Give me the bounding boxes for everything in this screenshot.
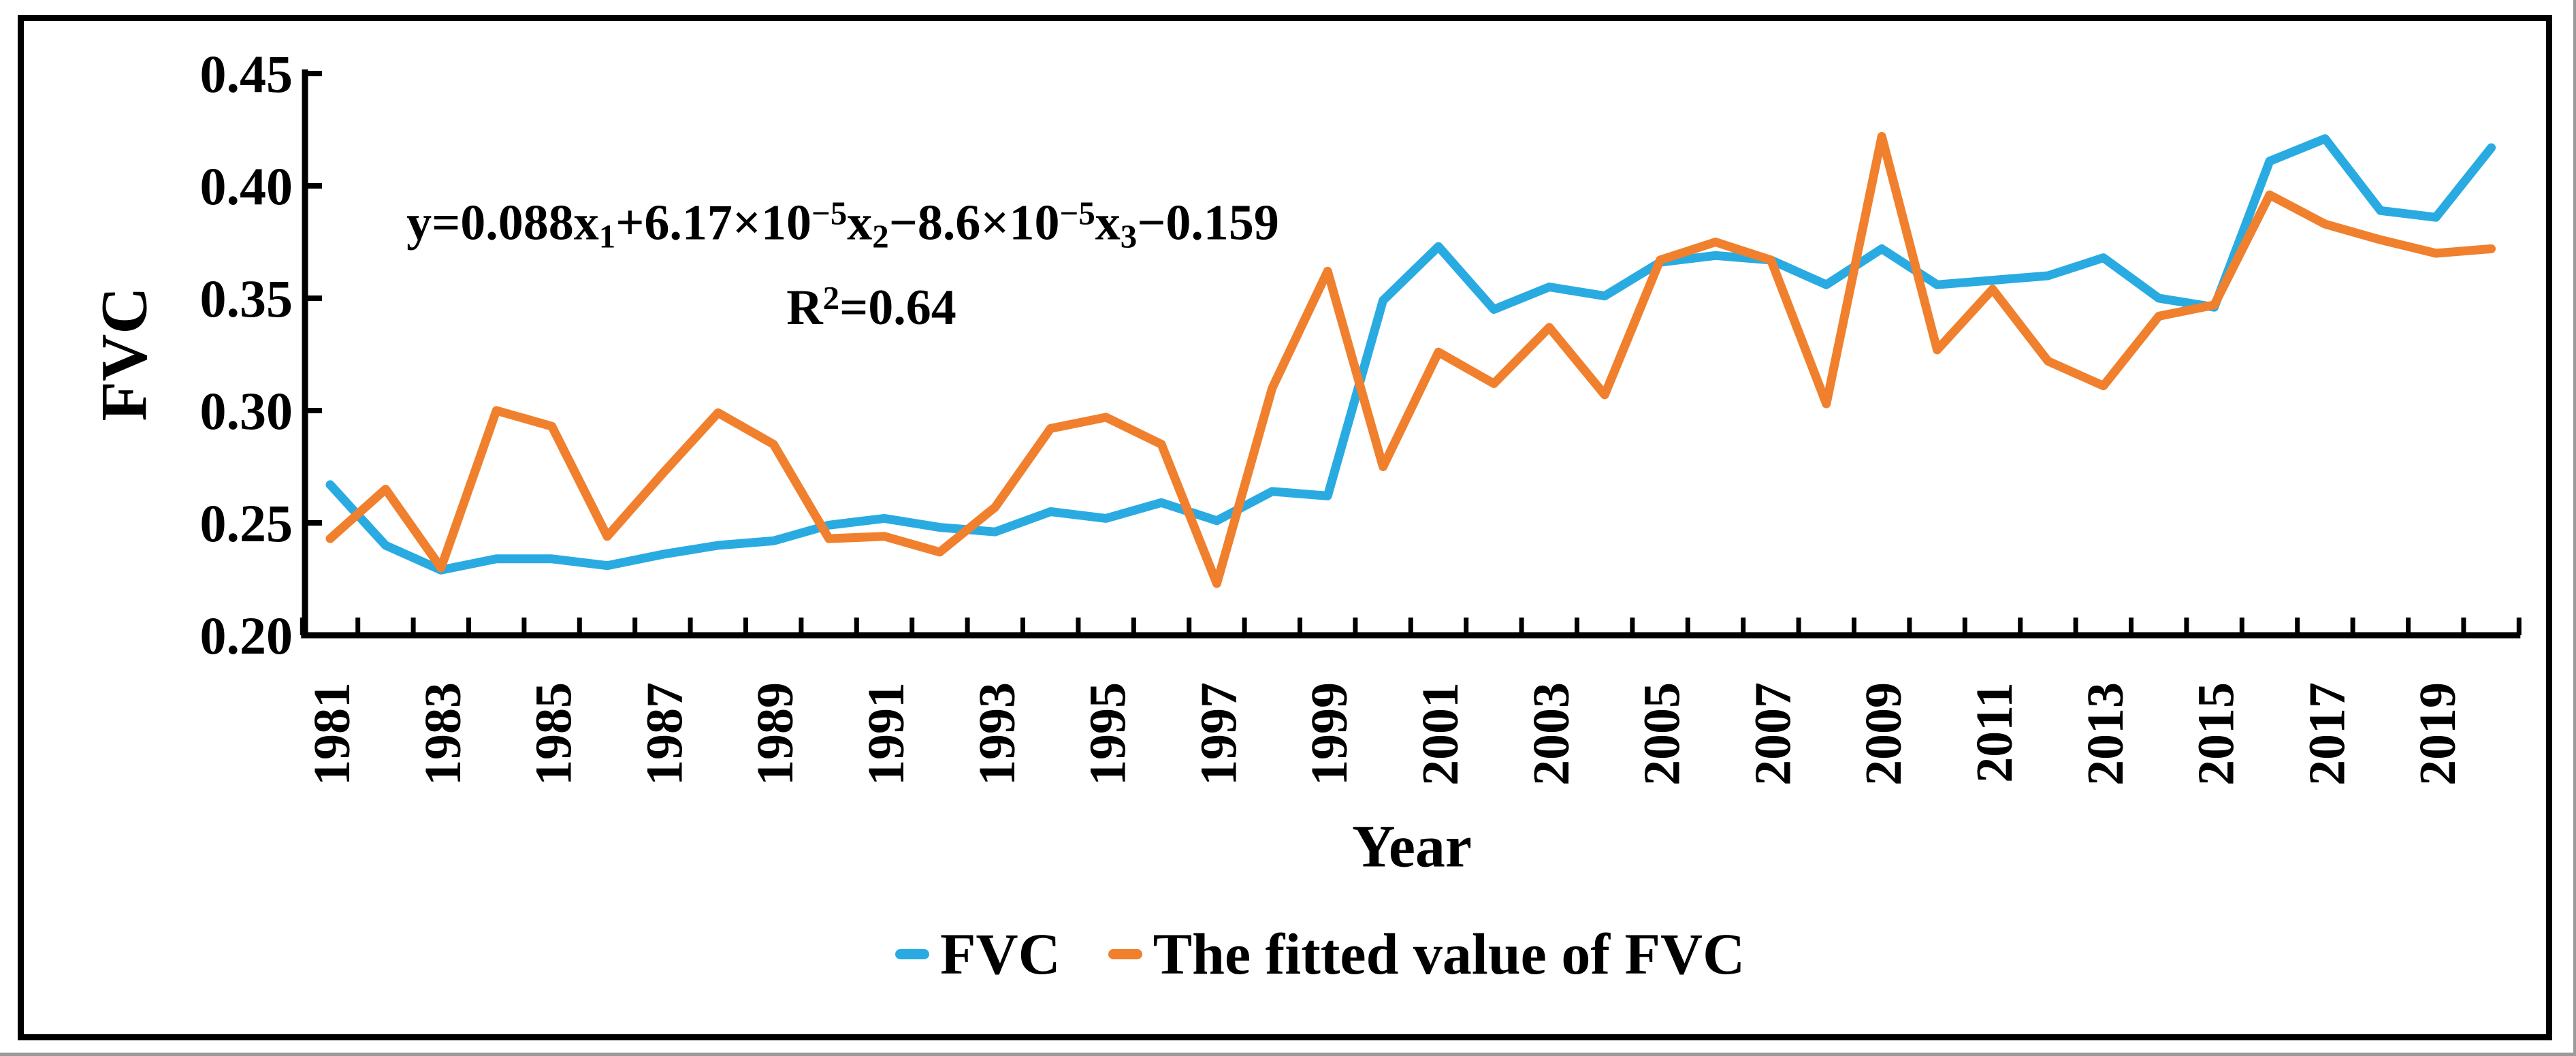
y-tick-label: 0.20: [200, 606, 293, 665]
equation-token: 3: [1120, 217, 1138, 255]
x-tick-label: 1985: [526, 682, 583, 786]
x-tick-label: 2011: [1966, 682, 2023, 783]
equation-token: R: [786, 279, 823, 336]
figure-edge-shadow-right: [2573, 0, 2576, 1056]
x-tick-label: 2015: [2188, 682, 2245, 786]
equation-token: +6.17×10: [615, 195, 812, 251]
fitted-line-swatch: [1108, 948, 1142, 959]
x-tick-label: 2005: [1634, 682, 1691, 786]
x-tick-label: 1995: [1080, 682, 1137, 786]
equation-token: 2: [872, 217, 889, 255]
x-axis-title: Year: [1352, 814, 1472, 880]
x-tick-label: 1987: [636, 682, 693, 786]
equation-token: −5: [811, 194, 848, 232]
x-tick-label: 1997: [1190, 682, 1247, 786]
equation-token: =0.64: [839, 279, 956, 336]
x-tick-label: 2017: [2298, 682, 2355, 786]
y-tick-label: 0.45: [200, 44, 293, 103]
r-squared-annotation: R2=0.64: [786, 278, 956, 337]
y-tick-label: 0.40: [200, 157, 293, 216]
equation-token: 1: [598, 217, 616, 255]
y-tick-label: 0.30: [200, 381, 293, 441]
x-tick-label: 2001: [1412, 682, 1469, 786]
x-tick-label: 2019: [2409, 682, 2466, 786]
equation-token: x: [1095, 195, 1121, 251]
x-tick-labels: 1981 1983 1985 1987 1989 1991 1993 1995 1997 1999…: [304, 682, 2466, 786]
y-axis-ticks: [305, 71, 322, 638]
equation-token: 2: [822, 279, 840, 317]
x-tick-label: 2007: [1744, 682, 1801, 786]
y-tick-label: 0.25: [200, 494, 293, 553]
fvc-line: [325, 134, 2496, 575]
figure-edge-shadow-bottom: [0, 1053, 2576, 1056]
y-axis-title: FVC: [87, 287, 161, 421]
x-tick-label: 2009: [1855, 682, 1912, 786]
x-axis-ticks: [300, 618, 2522, 635]
x-tick-label: 2003: [1523, 682, 1580, 786]
y-tick-label: 0.35: [200, 269, 293, 328]
x-tick-label: 1993: [969, 682, 1026, 786]
equation-token: x: [847, 195, 873, 251]
legend-label-fvc: FVC: [940, 921, 1061, 987]
equation-token: −5: [1059, 194, 1095, 232]
fvc-line-swatch: [895, 948, 929, 959]
x-tick-label: 1989: [747, 682, 804, 786]
figure-border: [18, 15, 2552, 1040]
x-tick-label: 1983: [415, 682, 472, 786]
x-tick-label: 1991: [858, 682, 915, 786]
x-tick-label: 1981: [304, 682, 361, 786]
fitted-fvc-line: [325, 131, 2496, 588]
x-tick-label: 2013: [2077, 682, 2134, 786]
equation-token: −8.6×10: [888, 195, 1060, 251]
equation-token: −0.159: [1137, 195, 1279, 251]
y-tick-labels: 0.45 0.40 0.35 0.30 0.25 0.20: [200, 44, 293, 665]
regression-equation: y=0.088x1+6.17×10−5x2−8.6×10−5x3−0.159: [406, 193, 1279, 255]
legend-item-fitted: The fitted value of FVC: [1108, 925, 1745, 983]
equation-token: y=0.088x: [406, 195, 599, 251]
legend-item-fvc: FVC: [895, 925, 1061, 983]
legend: FVC The fitted value of FVC: [895, 925, 1745, 983]
x-tick-label: 1999: [1301, 682, 1358, 786]
legend-label-fitted: The fitted value of FVC: [1153, 921, 1745, 987]
